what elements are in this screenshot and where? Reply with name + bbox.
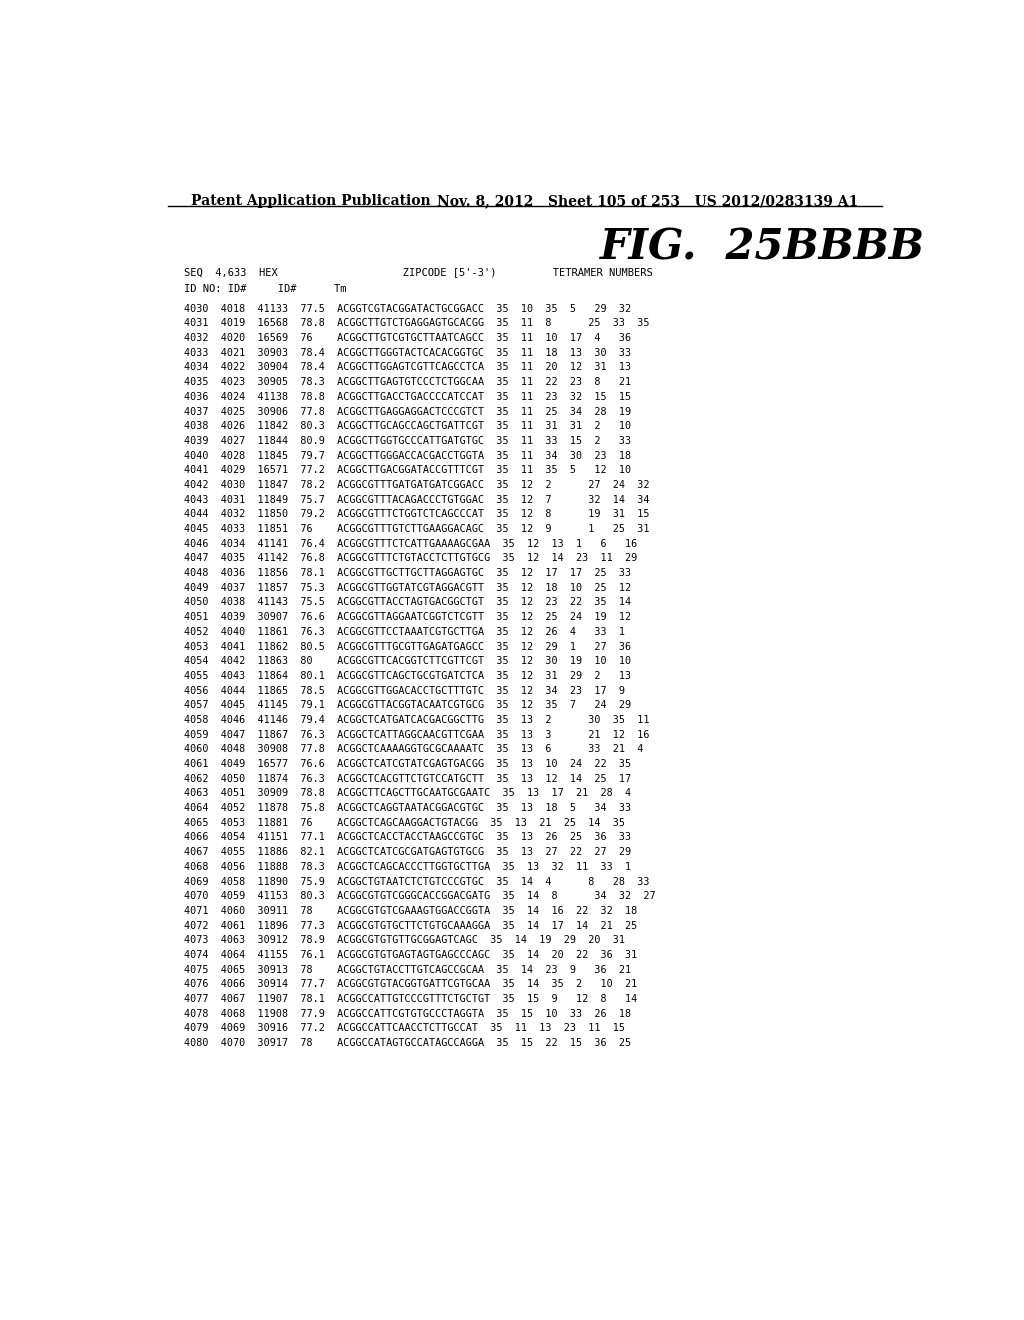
- Text: 4077  4067  11907  78.1  ACGGCCATTGTCCCGTTTCTGCTGT  35  15  9   12  8   14: 4077 4067 11907 78.1 ACGGCCATTGTCCCGTTTC…: [183, 994, 637, 1005]
- Text: 4054  4042  11863  80    ACGGCGTTCACGGTCTTCGTTCGT  35  12  30  19  10  10: 4054 4042 11863 80 ACGGCGTTCACGGTCTTCGTT…: [183, 656, 631, 667]
- Text: 4074  4064  41155  76.1  ACGGCGTGTGAGTAGTGAGCCCAGC  35  14  20  22  36  31: 4074 4064 41155 76.1 ACGGCGTGTGAGTAGTGAG…: [183, 950, 637, 960]
- Text: 4036  4024  41138  78.8  ACGGCTTGACCTGACCCCATCCAT  35  11  23  32  15  15: 4036 4024 41138 78.8 ACGGCTTGACCTGACCCCA…: [183, 392, 631, 401]
- Text: 4073  4063  30912  78.9  ACGGCGTGTGTTGCGGAGTCAGC  35  14  19  29  20  31: 4073 4063 30912 78.9 ACGGCGTGTGTTGCGGAGT…: [183, 936, 625, 945]
- Text: 4051  4039  30907  76.6  ACGGCGTTAGGAATCGGTCTCGTT  35  12  25  24  19  12: 4051 4039 30907 76.6 ACGGCGTTAGGAATCGGTC…: [183, 612, 631, 622]
- Text: 4052  4040  11861  76.3  ACGGCGTTCCTAAATCGTGCTTGA  35  12  26  4   33  1: 4052 4040 11861 76.3 ACGGCGTTCCTAAATCGTG…: [183, 627, 625, 636]
- Text: 4056  4044  11865  78.5  ACGGCGTTGGACACCTGCTTTGTC  35  12  34  23  17  9: 4056 4044 11865 78.5 ACGGCGTTGGACACCTGCT…: [183, 685, 625, 696]
- Text: 4059  4047  11867  76.3  ACGGCTCATTAGGCAACGTTCGAA  35  13  3      21  12  16: 4059 4047 11867 76.3 ACGGCTCATTAGGCAACGT…: [183, 730, 649, 739]
- Text: 4053  4041  11862  80.5  ACGGCGTTTGCGTTGAGATGAGCC  35  12  29  1   27  36: 4053 4041 11862 80.5 ACGGCGTTTGCGTTGAGAT…: [183, 642, 631, 652]
- Text: 4047  4035  41142  76.8  ACGGCGTTTCTGTACCTCTTGTGCG  35  12  14  23  11  29: 4047 4035 41142 76.8 ACGGCGTTTCTGTACCTCT…: [183, 553, 637, 564]
- Text: 4049  4037  11857  75.3  ACGGCGTTGGTATCGTAGGACGTT  35  12  18  10  25  12: 4049 4037 11857 75.3 ACGGCGTTGGTATCGTAGG…: [183, 583, 631, 593]
- Text: 4079  4069  30916  77.2  ACGGCCATTCAACCTCTTGCCAT  35  11  13  23  11  15: 4079 4069 30916 77.2 ACGGCCATTCAACCTCTTG…: [183, 1023, 625, 1034]
- Text: 4034  4022  30904  78.4  ACGGCTTGGAGTCGTTCAGCCTCA  35  11  20  12  31  13: 4034 4022 30904 78.4 ACGGCTTGGAGTCGTTCAG…: [183, 363, 631, 372]
- Text: 4078  4068  11908  77.9  ACGGCCATTCGTGTGCCCTAGGTA  35  15  10  33  26  18: 4078 4068 11908 77.9 ACGGCCATTCGTGTGCCCT…: [183, 1008, 631, 1019]
- Text: 4064  4052  11878  75.8  ACGGCTCAGGTAATACGGACGTGC  35  13  18  5   34  33: 4064 4052 11878 75.8 ACGGCTCAGGTAATACGGA…: [183, 803, 631, 813]
- Text: 4072  4061  11896  77.3  ACGGCGTGTGCTTCTGTGCAAAGGA  35  14  17  14  21  25: 4072 4061 11896 77.3 ACGGCGTGTGCTTCTGTGC…: [183, 920, 637, 931]
- Text: 4067  4055  11886  82.1  ACGGCTCATCGCGATGAGTGTGCG  35  13  27  22  27  29: 4067 4055 11886 82.1 ACGGCTCATCGCGATGAGT…: [183, 847, 631, 857]
- Text: Patent Application Publication: Patent Application Publication: [191, 194, 431, 209]
- Text: FIG.  25BBBB: FIG. 25BBBB: [600, 227, 926, 268]
- Text: 4046  4034  41141  76.4  ACGGCGTTTCTCATTGAAAAGCGAA  35  12  13  1   6   16: 4046 4034 41141 76.4 ACGGCGTTTCTCATTGAAA…: [183, 539, 637, 549]
- Text: 4075  4065  30913  78    ACGGCTGTACCTTGTCAGCCGCAA  35  14  23  9   36  21: 4075 4065 30913 78 ACGGCTGTACCTTGTCAGCCG…: [183, 965, 631, 974]
- Text: 4060  4048  30908  77.8  ACGGCTCAAAAGGTGCGCAAAATC  35  13  6      33  21  4: 4060 4048 30908 77.8 ACGGCTCAAAAGGTGCGCA…: [183, 744, 643, 754]
- Text: 4070  4059  41153  80.3  ACGGCGTGTCGGGCACCGGACGATG  35  14  8      34  32  27: 4070 4059 41153 80.3 ACGGCGTGTCGGGCACCGG…: [183, 891, 655, 902]
- Text: 4045  4033  11851  76    ACGGCGTTTGTCTTGAAGGACAGC  35  12  9      1   25  31: 4045 4033 11851 76 ACGGCGTTTGTCTTGAAGGAC…: [183, 524, 649, 535]
- Text: 4037  4025  30906  77.8  ACGGCTTGAGGAGGACTCCCGTCT  35  11  25  34  28  19: 4037 4025 30906 77.8 ACGGCTTGAGGAGGACTCC…: [183, 407, 631, 417]
- Text: 4068  4056  11888  78.3  ACGGCTCAGCACCCTTGGTGCTTGA  35  13  32  11  33  1: 4068 4056 11888 78.3 ACGGCTCAGCACCCTTGGT…: [183, 862, 631, 871]
- Text: 4030  4018  41133  77.5  ACGGTCGTACGGATACTGCGGACC  35  10  35  5   29  32: 4030 4018 41133 77.5 ACGGTCGTACGGATACTGC…: [183, 304, 631, 314]
- Text: 4048  4036  11856  78.1  ACGGCGTTGCTTGCTTAGGAGTGC  35  12  17  17  25  33: 4048 4036 11856 78.1 ACGGCGTTGCTTGCTTAGG…: [183, 568, 631, 578]
- Text: 4043  4031  11849  75.7  ACGGCGTTTACAGACCCTGTGGAC  35  12  7      32  14  34: 4043 4031 11849 75.7 ACGGCGTTTACAGACCCTG…: [183, 495, 649, 504]
- Text: 4031  4019  16568  78.8  ACGGCTTGTCTGAGGAGTGCACGG  35  11  8      25  33  35: 4031 4019 16568 78.8 ACGGCTTGTCTGAGGAGTG…: [183, 318, 649, 329]
- Text: 4033  4021  30903  78.4  ACGGCTTGGGTACTCACACGGTGC  35  11  18  13  30  33: 4033 4021 30903 78.4 ACGGCTTGGGTACTCACAC…: [183, 347, 631, 358]
- Text: 4055  4043  11864  80.1  ACGGCGTTCAGCTGCGTGATCTCA  35  12  31  29  2   13: 4055 4043 11864 80.1 ACGGCGTTCAGCTGCGTGA…: [183, 671, 631, 681]
- Text: 4069  4058  11890  75.9  ACGGCTGTAATCTCTGTCCCGTGC  35  14  4      8   28  33: 4069 4058 11890 75.9 ACGGCTGTAATCTCTGTCC…: [183, 876, 649, 887]
- Text: 4041  4029  16571  77.2  ACGGCTTGACGGATACCGTTTCGT  35  11  35  5   12  10: 4041 4029 16571 77.2 ACGGCTTGACGGATACCGT…: [183, 466, 631, 475]
- Text: Nov. 8, 2012   Sheet 105 of 253   US 2012/0283139 A1: Nov. 8, 2012 Sheet 105 of 253 US 2012/02…: [437, 194, 858, 209]
- Text: 4035  4023  30905  78.3  ACGGCTTGAGTGTCCCTCTGGCAA  35  11  22  23  8   21: 4035 4023 30905 78.3 ACGGCTTGAGTGTCCCTCT…: [183, 378, 631, 387]
- Text: 4042  4030  11847  78.2  ACGGCGTTTGATGATGATCGGACC  35  12  2      27  24  32: 4042 4030 11847 78.2 ACGGCGTTTGATGATGATC…: [183, 480, 649, 490]
- Text: 4065  4053  11881  76    ACGGCTCAGCAAGGACTGTACGG  35  13  21  25  14  35: 4065 4053 11881 76 ACGGCTCAGCAAGGACTGTAC…: [183, 818, 625, 828]
- Text: 4044  4032  11850  79.2  ACGGCGTTTCTGGTCTCAGCCCAT  35  12  8      19  31  15: 4044 4032 11850 79.2 ACGGCGTTTCTGGTCTCAG…: [183, 510, 649, 519]
- Text: 4080  4070  30917  78    ACGGCCATAGTGCCATAGCCAGGA  35  15  22  15  36  25: 4080 4070 30917 78 ACGGCCATAGTGCCATAGCCA…: [183, 1038, 631, 1048]
- Text: 4066  4054  41151  77.1  ACGGCTCACCTACCTAAGCCGTGC  35  13  26  25  36  33: 4066 4054 41151 77.1 ACGGCTCACCTACCTAAGC…: [183, 833, 631, 842]
- Text: 4062  4050  11874  76.3  ACGGCTCACGTTCTGTCCATGCTT  35  13  12  14  25  17: 4062 4050 11874 76.3 ACGGCTCACGTTCTGTCCA…: [183, 774, 631, 784]
- Text: SEQ  4,633  HEX                    ZIPCODE [5'-3')         TETRAMER NUMBERS: SEQ 4,633 HEX ZIPCODE [5'-3') TETRAMER N…: [183, 267, 652, 277]
- Text: 4071  4060  30911  78    ACGGCGTGTCGAAAGTGGACCGGTA  35  14  16  22  32  18: 4071 4060 30911 78 ACGGCGTGTCGAAAGTGGACC…: [183, 906, 637, 916]
- Text: ID NO: ID#     ID#      Tm: ID NO: ID# ID# Tm: [183, 284, 346, 294]
- Text: 4039  4027  11844  80.9  ACGGCTTGGTGCCCATTGATGTGC  35  11  33  15  2   33: 4039 4027 11844 80.9 ACGGCTTGGTGCCCATTGA…: [183, 436, 631, 446]
- Text: 4032  4020  16569  76    ACGGCTTGTCGTGCTTAATCAGCC  35  11  10  17  4   36: 4032 4020 16569 76 ACGGCTTGTCGTGCTTAATCA…: [183, 333, 631, 343]
- Text: 4076  4066  30914  77.7  ACGGCGTGTACGGTGATTCGTGCAA  35  14  35  2   10  21: 4076 4066 30914 77.7 ACGGCGTGTACGGTGATTC…: [183, 979, 637, 990]
- Text: 4040  4028  11845  79.7  ACGGCTTGGGACCACGACCTGGTA  35  11  34  30  23  18: 4040 4028 11845 79.7 ACGGCTTGGGACCACGACC…: [183, 450, 631, 461]
- Text: 4061  4049  16577  76.6  ACGGCTCATCGTATCGAGTGACGG  35  13  10  24  22  35: 4061 4049 16577 76.6 ACGGCTCATCGTATCGAGT…: [183, 759, 631, 770]
- Text: 4038  4026  11842  80.3  ACGGCTTGCAGCCAGCTGATTCGT  35  11  31  31  2   10: 4038 4026 11842 80.3 ACGGCTTGCAGCCAGCTGA…: [183, 421, 631, 432]
- Text: 4057  4045  41145  79.1  ACGGCGTTACGGTACAATCGTGCG  35  12  35  7   24  29: 4057 4045 41145 79.1 ACGGCGTTACGGTACAATC…: [183, 701, 631, 710]
- Text: 4050  4038  41143  75.5  ACGGCGTTACCTAGTGACGGCTGT  35  12  23  22  35  14: 4050 4038 41143 75.5 ACGGCGTTACCTAGTGACG…: [183, 598, 631, 607]
- Text: 4058  4046  41146  79.4  ACGGCTCATGATCACGACGGCTTG  35  13  2      30  35  11: 4058 4046 41146 79.4 ACGGCTCATGATCACGACG…: [183, 715, 649, 725]
- Text: 4063  4051  30909  78.8  ACGGCTTCAGCTTGCAATGCGAATC  35  13  17  21  28  4: 4063 4051 30909 78.8 ACGGCTTCAGCTTGCAATG…: [183, 788, 631, 799]
